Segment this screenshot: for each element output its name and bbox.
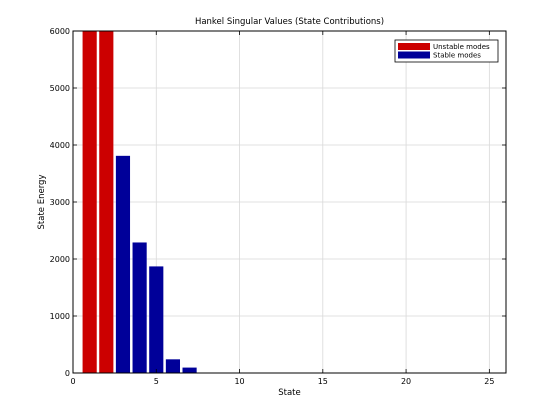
bar-unstable-state-2 <box>99 31 114 373</box>
y-tick-label: 3000 <box>50 198 70 207</box>
x-tick-label: 20 <box>401 377 411 386</box>
legend-swatch-unstable <box>398 43 430 50</box>
x-tick-label: 0 <box>70 377 75 386</box>
y-tick-label: 2000 <box>50 255 70 264</box>
y-tick-label: 5000 <box>50 84 70 93</box>
bar-stable-state-3 <box>115 155 131 373</box>
x-tick-label: 10 <box>234 377 244 386</box>
bar-stable-state-6 <box>165 359 181 373</box>
x-axis-label: State <box>278 388 301 398</box>
legend-label-unstable: Unstable modes <box>433 43 490 51</box>
y-tick-label: 1000 <box>50 312 70 321</box>
bar-stable-state-4 <box>132 242 147 373</box>
bars <box>82 31 197 373</box>
x-tick-label: 5 <box>154 377 159 386</box>
bar-stable-state-7 <box>182 367 197 373</box>
ticks: 0 5 10 15 20 25 0 1000 2000 3000 4000 5000 6000 <box>50 27 506 386</box>
legend-swatch-stable <box>398 51 430 59</box>
y-tick-label: 0 <box>65 369 70 378</box>
x-tick-label: 15 <box>318 377 328 386</box>
x-tick-label: 25 <box>484 377 494 386</box>
y-tick-label: 6000 <box>50 27 70 36</box>
y-axis-label: State Energy <box>37 175 47 230</box>
legend-label-stable: Stable modes <box>433 52 481 60</box>
bar-unstable-state-1 <box>82 31 97 373</box>
chart-title: Hankel Singular Values (State Contributi… <box>195 17 384 27</box>
bar-stable-state-5 <box>149 266 164 373</box>
y-tick-label: 4000 <box>50 141 70 150</box>
